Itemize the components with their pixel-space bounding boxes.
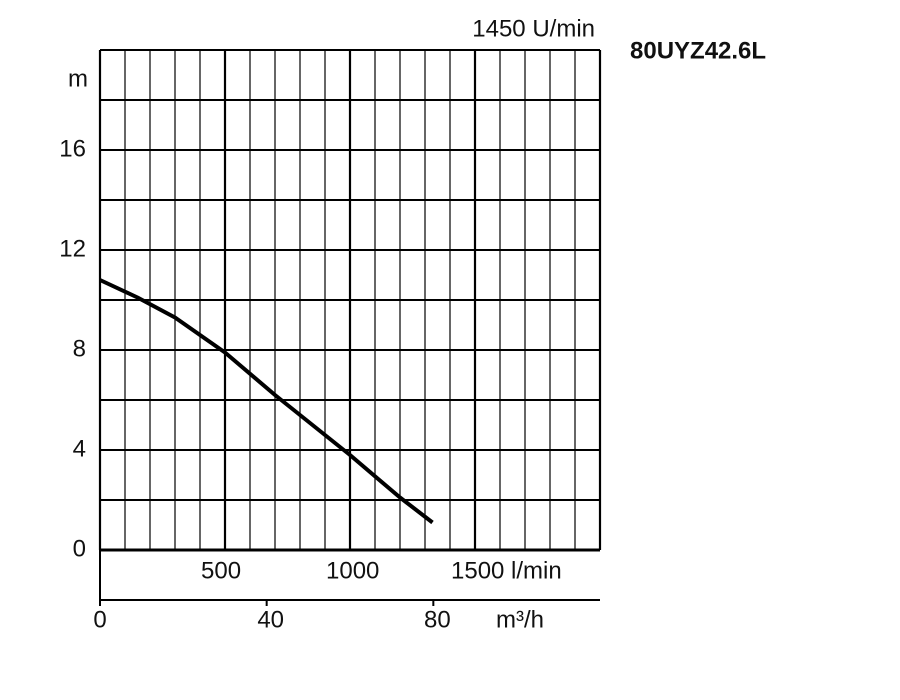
x2-tick-label: 40: [257, 606, 284, 633]
x-tick-label: 1500 l/min: [451, 557, 562, 584]
chart-title: 80UYZ42.6L: [630, 37, 766, 64]
y-axis-label: m: [68, 65, 88, 92]
y-tick-label: 0: [73, 535, 86, 562]
y-tick-label: 16: [59, 135, 86, 162]
x-tick-label: 1000: [326, 557, 379, 584]
x2-tick-label: 80: [424, 606, 451, 633]
curve: [99, 278, 434, 525]
y-tick-label: 8: [73, 335, 86, 362]
x2-tick-label: 0: [93, 606, 106, 633]
x2-axis-label: m³/h: [496, 606, 544, 633]
y-tick-label: 4: [73, 435, 86, 462]
y-tick-label: 12: [59, 235, 86, 262]
x-tick-label: 500: [201, 557, 241, 584]
annotation: 1450 U/min: [472, 15, 595, 42]
